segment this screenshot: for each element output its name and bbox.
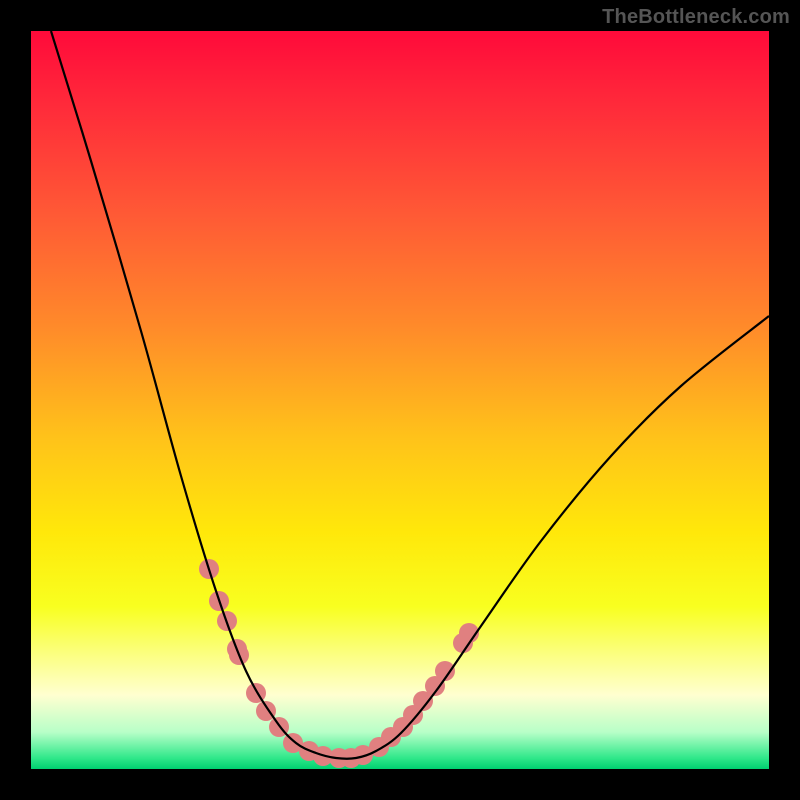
watermark-text: TheBottleneck.com <box>602 6 790 29</box>
v-curve <box>51 31 769 759</box>
plot-area <box>31 31 769 769</box>
marker-cluster-right <box>369 623 479 757</box>
marker-cluster-bottom <box>283 733 373 768</box>
marker-cluster-left <box>199 559 289 737</box>
curve-layer <box>31 31 769 769</box>
chart-frame: TheBottleneck.com <box>0 0 800 800</box>
